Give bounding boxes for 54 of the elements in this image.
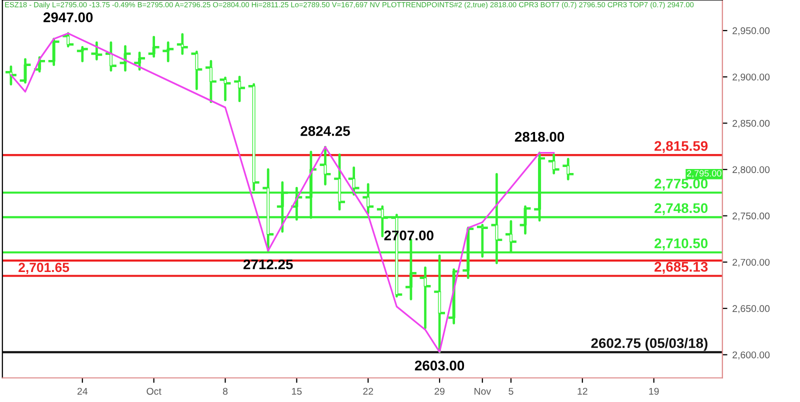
y-tick-label: 2,600.00 [732,351,770,360]
y-tick-label: 2,900.00 [732,74,770,82]
y-tick-label: 2,700.00 [732,258,770,267]
ref-line-label: 2,710.50 [654,238,708,250]
y-tick-label: 2,950.00 [732,27,770,36]
candlestick [520,205,531,235]
ref-line-label: 2,775.00 [654,178,708,191]
candlestick [62,32,74,48]
candlestick [548,153,560,174]
candlestick [34,56,46,72]
candlestick [420,266,431,330]
data-label: 2818.00 [514,132,564,142]
candlestick [334,153,346,210]
x-tick-label: 8 [222,388,228,395]
candlestick [6,66,16,86]
x-tick-label: 5 [508,388,514,395]
ref-line-label: 2,685.13 [654,262,708,274]
candlestick [320,146,331,186]
candlestick [162,41,174,62]
candlestick [76,46,88,62]
x-tick-label: Oct [146,388,162,395]
data-label: 2947.00 [43,12,93,22]
x-tick-label: 22 [363,388,374,395]
x-tick-label: 15 [292,388,302,395]
candlestick [234,76,246,102]
y-tick-label: 2,850.00 [732,120,770,128]
ref-line-label: 2602.75 (05/03/18) [591,338,708,351]
candlestick [176,33,188,55]
candlestick [91,41,102,60]
ref-line-label: 2,701.65 [18,262,70,274]
candlestick [191,50,202,90]
candlestick [134,52,146,71]
candlestick [206,60,216,104]
candlestick [220,76,231,102]
data-label: 2712.25 [243,259,293,270]
candlestick [48,38,60,66]
candlestick [106,41,116,72]
y-tick-label: 2,800.00 [732,166,770,174]
y-tick-label: 2,750.00 [732,212,770,221]
annotation: 2,795.00 [686,170,722,178]
candlestick [148,36,160,58]
x-tick-label: 24 [77,388,88,395]
y-tick-label: 2,650.00 [732,305,770,314]
x-tick-label: 19 [649,388,659,395]
data-label: 2603.00 [414,360,464,370]
x-tick-label: Nov [474,388,492,395]
data-label: 2824.25 [300,126,350,136]
ref-line-label: 2,748.50 [654,203,708,216]
x-tick-label: 12 [578,388,588,395]
x-tick-label: 29 [434,388,444,395]
candlestick [562,158,574,180]
candlestick [120,45,131,72]
ref-line-label: 2,815.59 [654,141,708,153]
candlestick [20,58,31,84]
